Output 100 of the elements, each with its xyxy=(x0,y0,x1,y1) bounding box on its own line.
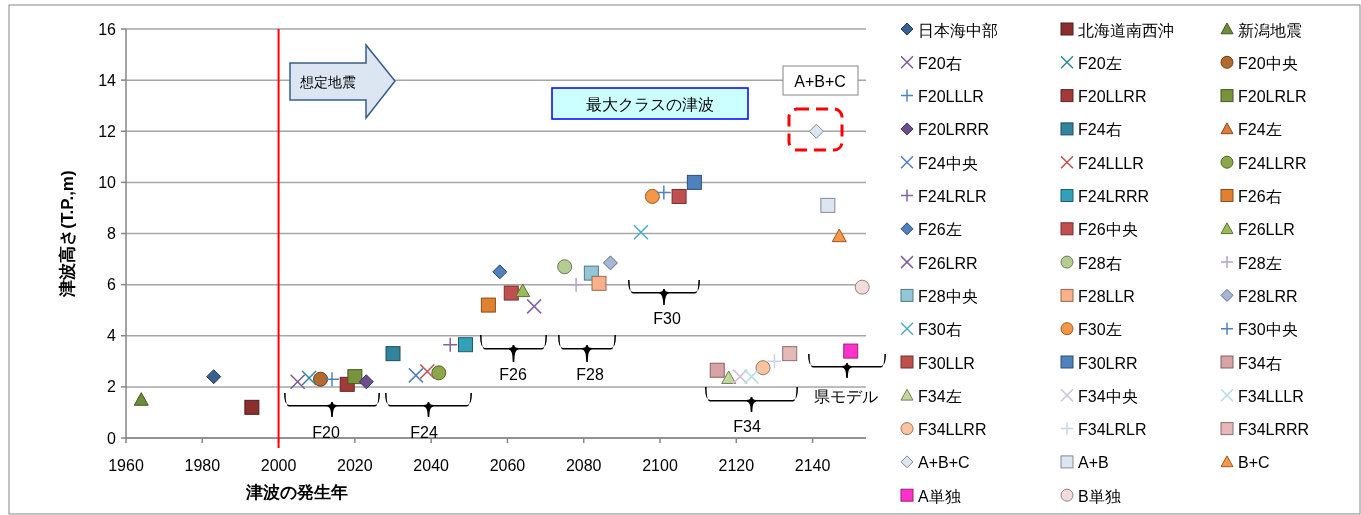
annotation: F26 xyxy=(499,365,527,383)
legend-label: A単独 xyxy=(918,487,961,505)
point xyxy=(743,368,760,385)
y-axis-title: 津波高さ(T.P.,m) xyxy=(57,170,77,298)
point xyxy=(686,174,702,190)
legend-label: F20LLRR xyxy=(1078,88,1147,106)
legend-label: F28LLR xyxy=(1078,287,1135,305)
y-tick-label: 4 xyxy=(107,327,117,345)
legend-label: F34LLRR xyxy=(918,421,987,439)
point xyxy=(244,399,260,415)
point xyxy=(457,337,473,353)
point xyxy=(313,371,329,387)
legend-label: F24LRRR xyxy=(1078,188,1150,205)
point xyxy=(831,228,847,243)
legend-label: F26右 xyxy=(1238,188,1282,205)
legend-label: F34LRRR xyxy=(1238,421,1310,439)
y-tick-label: 0 xyxy=(107,429,117,447)
legend-label: F28左 xyxy=(1238,254,1282,272)
legend-label: F24中央 xyxy=(918,154,978,172)
legend-label: F34右 xyxy=(1238,354,1282,372)
legend-label: F34LLLR xyxy=(1238,387,1304,405)
legend-label: F34左 xyxy=(918,387,962,405)
x-tick-label: 2140 xyxy=(794,456,831,474)
point xyxy=(133,392,149,406)
point xyxy=(480,297,496,313)
legend-label: F20中央 xyxy=(1238,54,1298,72)
point xyxy=(492,264,508,280)
legend-label: F20右 xyxy=(918,54,962,72)
legend-label: F24LRLR xyxy=(918,188,987,205)
point xyxy=(408,367,424,384)
legend-label: F30左 xyxy=(1078,321,1122,339)
point xyxy=(755,360,771,376)
y-tick-label: 10 xyxy=(98,173,117,191)
legend-label: F34中央 xyxy=(1078,387,1138,405)
legend-label: 日本海中部 xyxy=(918,21,998,39)
legend-label: F20LRLR xyxy=(1238,88,1307,106)
y-tick-label: 6 xyxy=(107,276,117,294)
legend-label: A+B xyxy=(1078,454,1109,472)
legend-label: F30LLR xyxy=(918,354,975,372)
point xyxy=(656,184,672,201)
legend-label: 北海道南西沖 xyxy=(1078,21,1174,39)
point xyxy=(721,370,737,385)
point xyxy=(843,343,859,359)
point xyxy=(644,188,660,204)
annotation: F24 xyxy=(410,423,438,441)
y-tick-label: 12 xyxy=(98,122,117,140)
x-tick-label: 1980 xyxy=(184,456,221,474)
x-tick-label: 2000 xyxy=(260,456,297,474)
legend-label: F26LLR xyxy=(1238,221,1295,239)
point xyxy=(591,275,607,291)
annotation: F34 xyxy=(733,417,761,435)
y-tick-label: 16 xyxy=(98,20,117,38)
legend-label: F26LRR xyxy=(918,254,978,272)
legend-label: F28右 xyxy=(1078,254,1122,272)
x-tick-label: 2120 xyxy=(718,456,755,474)
annotation: A+B+C xyxy=(794,72,846,90)
point xyxy=(732,368,748,385)
point xyxy=(301,370,317,386)
annotation: F28 xyxy=(576,365,604,383)
legend-label: F24左 xyxy=(1238,121,1282,139)
point xyxy=(854,279,870,295)
annotation: F30 xyxy=(653,309,681,327)
legend-label: A+B+C xyxy=(918,454,970,472)
annotation: 県モデル xyxy=(814,387,878,405)
legend-label: F24LLRR xyxy=(1238,154,1307,172)
point xyxy=(766,353,783,370)
point xyxy=(568,276,584,293)
point xyxy=(503,285,519,301)
legend-label: F20LLLR xyxy=(918,88,984,106)
x-axis-title: 津波の発生年 xyxy=(245,482,348,502)
x-tick-label: 2060 xyxy=(489,456,526,474)
legend-label: F28中央 xyxy=(918,287,978,305)
legend-label: F30LRR xyxy=(1078,354,1138,372)
legend-label: F24LLLR xyxy=(1078,154,1144,172)
point xyxy=(431,365,447,381)
point xyxy=(782,346,798,362)
legend-label: F30右 xyxy=(918,321,962,339)
point xyxy=(633,224,649,240)
x-tick-label: 2040 xyxy=(413,456,450,474)
legend-label: B単独 xyxy=(1078,487,1121,505)
x-tick-label: 2020 xyxy=(337,456,373,474)
legend-label: F26左 xyxy=(918,221,962,239)
point xyxy=(289,374,306,390)
y-tick-label: 2 xyxy=(107,378,117,396)
x-tick-label: 2080 xyxy=(565,456,602,474)
legend-label: F20LRRR xyxy=(918,121,990,139)
legend-label: F20左 xyxy=(1078,54,1122,72)
point xyxy=(526,298,542,315)
point xyxy=(602,255,618,271)
y-tick-label: 8 xyxy=(107,225,117,242)
point xyxy=(347,369,363,385)
legend-label: B+C xyxy=(1238,454,1270,472)
legend-label: F30中央 xyxy=(1238,321,1298,339)
annotation: 想定地震 xyxy=(299,74,356,90)
annotation: 最大クラスの津波 xyxy=(586,95,714,113)
point xyxy=(358,374,374,390)
x-tick-label: 1960 xyxy=(108,456,144,474)
annotation: F20 xyxy=(312,423,340,441)
point xyxy=(557,259,573,275)
point xyxy=(671,188,687,204)
